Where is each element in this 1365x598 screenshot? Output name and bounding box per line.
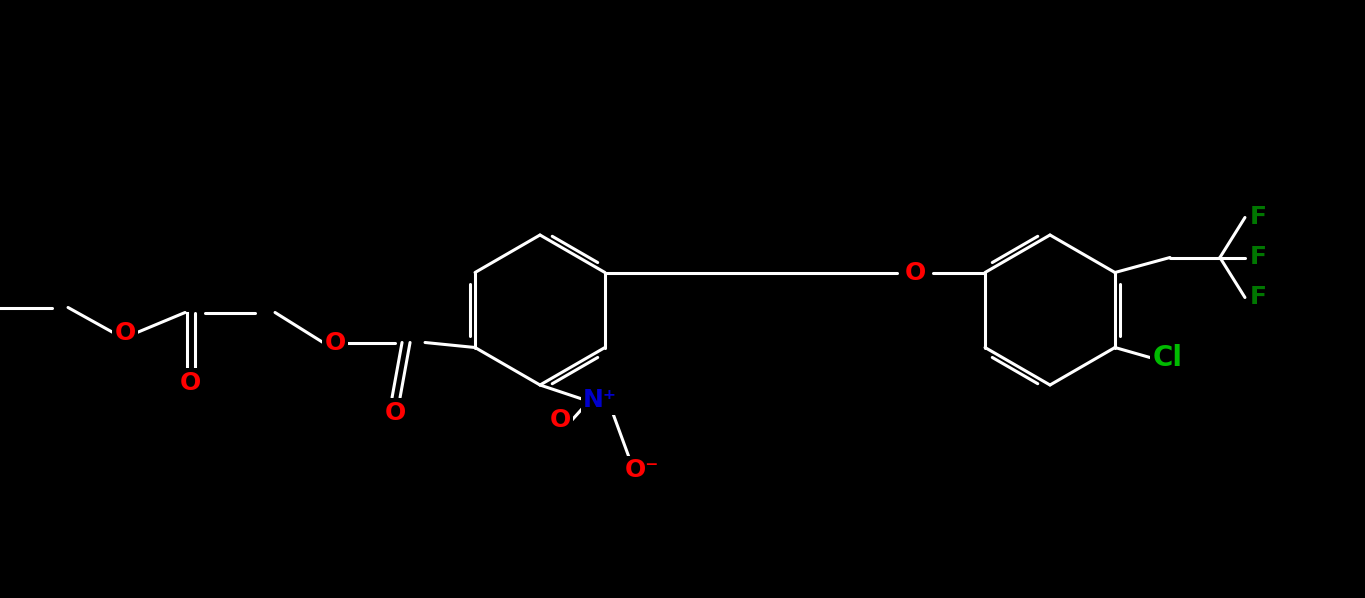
Text: O: O bbox=[115, 321, 135, 344]
Text: Cl: Cl bbox=[1153, 343, 1183, 371]
Text: N⁺: N⁺ bbox=[583, 388, 617, 412]
Text: O: O bbox=[385, 401, 405, 425]
Text: O: O bbox=[549, 408, 571, 432]
Text: O: O bbox=[179, 371, 201, 395]
Text: F: F bbox=[1249, 246, 1267, 270]
Text: F: F bbox=[1249, 285, 1267, 310]
Text: O: O bbox=[905, 261, 925, 285]
Text: F: F bbox=[1249, 206, 1267, 230]
Text: O: O bbox=[325, 331, 345, 355]
Text: O⁻: O⁻ bbox=[625, 458, 659, 482]
